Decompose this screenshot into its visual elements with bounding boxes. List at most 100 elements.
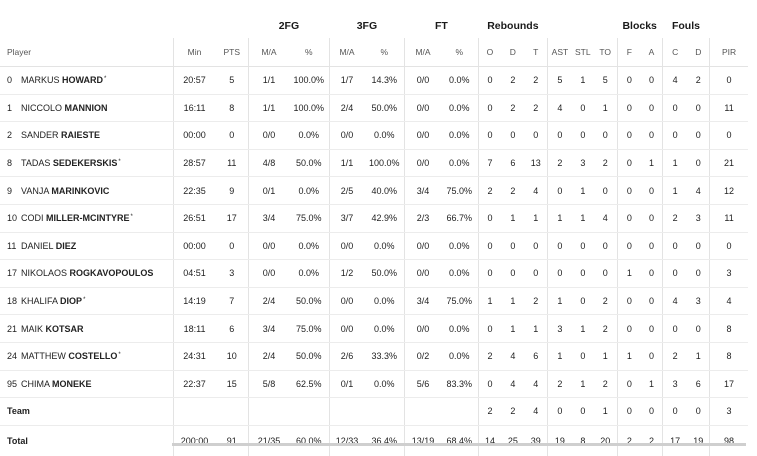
player-last-name[interactable]: DIEZ bbox=[55, 240, 77, 251]
stat-blk-a: 0 bbox=[641, 259, 663, 288]
player-first-name: TADAS bbox=[21, 158, 51, 169]
player-row[interactable]: 18 KHALIFA DIOP* 14:19 7 2/4 50.0% 0/0 0.0% 3/4 7… bbox=[0, 287, 748, 316]
col-reb-t[interactable]: T bbox=[524, 38, 548, 67]
stat-foul-c: 0 bbox=[661, 314, 688, 343]
group-rebounds: Rebounds bbox=[487, 20, 539, 32]
player-cell[interactable]: 2 SANDER RAIESTE bbox=[0, 121, 174, 150]
stat-foul-d: 6 bbox=[687, 370, 710, 399]
stat-2fg-pct: 75.0% bbox=[288, 204, 330, 233]
player-row[interactable]: 21 MAIK KOTSAR 18:11 6 3/4 75.0% 0/0 0.0% 0/0 0.0… bbox=[0, 314, 748, 343]
stat-2fg-ma: 0/0 bbox=[248, 121, 289, 150]
player-last-name[interactable]: MANNION bbox=[64, 102, 108, 113]
stat-2fg-pct: 50.0% bbox=[288, 342, 330, 371]
player-last-name[interactable]: MILLER-MCINTYRE bbox=[46, 213, 130, 224]
player-cell[interactable]: 17 NIKOLAOS ROGKAVOPOULOS bbox=[0, 259, 174, 288]
stat-blk-f: 0 bbox=[616, 232, 642, 261]
col-2fg-pct[interactable]: % bbox=[288, 38, 330, 67]
stat-foul-c: 4 bbox=[661, 66, 688, 95]
col-stl[interactable]: STL bbox=[571, 38, 594, 67]
player-cell[interactable]: 11 DANIEL DIEZ bbox=[0, 232, 174, 261]
player-cell[interactable]: 8 TADAS SEDEKERSKIS* bbox=[0, 149, 174, 178]
player-cell[interactable]: 10 CODI MILLER-MCINTYRE* bbox=[0, 204, 174, 233]
stat-ft-pct bbox=[440, 397, 479, 426]
player-cell[interactable]: 18 KHALIFA DIOP* bbox=[0, 287, 174, 316]
player-first-name: SANDER bbox=[21, 130, 59, 141]
col-reb-d[interactable]: D bbox=[501, 38, 525, 67]
stat-pts bbox=[215, 397, 249, 426]
player-row[interactable]: 0 MARKUS HOWARD* 20:57 5 1/1 100.0% 1/7 14.3% 0/… bbox=[0, 66, 748, 95]
col-3fg-ma[interactable]: M/A bbox=[328, 38, 365, 67]
group-fouls: Fouls bbox=[671, 20, 700, 32]
player-row[interactable]: 95 CHIMA MONEKE 22:37 15 5/8 62.5% 0/1 0.0% 5/6 8… bbox=[0, 370, 748, 399]
player-last-name[interactable]: MONEKE bbox=[52, 378, 92, 389]
stat-2fg-pct: 60.0% bbox=[288, 425, 330, 456]
stat-to: 2 bbox=[593, 287, 618, 316]
stat-reb-o: 7 bbox=[477, 149, 502, 178]
player-row[interactable]: 1 NICCOLO MANNION 16:11 8 1/1 100.0% 2/4 50.0% 0… bbox=[0, 94, 748, 123]
player-last-name[interactable]: SEDEKERSKIS bbox=[52, 158, 118, 169]
col-blk-a[interactable]: A bbox=[641, 38, 663, 67]
player-row[interactable]: 24 MATTHEW COSTELLO* 24:31 10 2/4 50.0% 2/6 33.… bbox=[0, 342, 748, 371]
stat-3fg-ma: 12/33 bbox=[328, 425, 365, 456]
stat-ft-pct: 0.0% bbox=[440, 259, 479, 288]
col-player[interactable]: Player bbox=[0, 38, 174, 67]
player-last-name[interactable]: DIOP bbox=[60, 296, 83, 307]
col-min[interactable]: Min bbox=[172, 38, 216, 67]
stat-reb-d: 4 bbox=[501, 342, 525, 371]
stat-pts: 9 bbox=[215, 176, 249, 205]
player-last-name[interactable]: COSTELLO bbox=[68, 351, 118, 362]
stat-blk-f: 0 bbox=[616, 314, 642, 343]
stat-pir: 8 bbox=[709, 314, 748, 343]
stat-3fg-pct: 14.3% bbox=[364, 66, 405, 95]
col-foul-d[interactable]: D bbox=[687, 38, 710, 67]
stat-3fg-ma: 0/0 bbox=[328, 287, 365, 316]
stat-blk-a: 0 bbox=[641, 342, 663, 371]
stat-3fg-pct: 33.3% bbox=[364, 342, 405, 371]
stat-blk-a: 1 bbox=[641, 370, 663, 399]
group-3fg: 3FG bbox=[356, 20, 378, 32]
player-last-name[interactable]: KOTSAR bbox=[45, 323, 84, 334]
player-row[interactable]: 10 CODI MILLER-MCINTYRE* 26:51 17 3/4 75.0% 3/… bbox=[0, 204, 748, 233]
stat-pir: 8 bbox=[709, 342, 748, 371]
stat-3fg-ma: 0/0 bbox=[328, 121, 365, 150]
player-last-name[interactable]: MARINKOVIC bbox=[51, 185, 110, 196]
col-ft-ma[interactable]: M/A bbox=[404, 38, 441, 67]
player-row[interactable]: 2 SANDER RAIESTE 00:00 0 0/0 0.0% 0/0 0.0% 0/0 0.… bbox=[0, 121, 748, 150]
col-to[interactable]: TO bbox=[593, 38, 618, 67]
player-cell[interactable]: 1 NICCOLO MANNION bbox=[0, 94, 174, 123]
stat-3fg-ma: 3/7 bbox=[328, 204, 365, 233]
stat-min: 16:11 bbox=[172, 94, 216, 123]
col-blk-f[interactable]: F bbox=[616, 38, 642, 67]
player-row[interactable]: 8 TADAS SEDEKERSKIS* 28:57 11 4/8 50.0% 1/1 100… bbox=[0, 149, 748, 178]
player-cell[interactable]: 0 MARKUS HOWARD* bbox=[0, 66, 174, 95]
stat-foul-d: 4 bbox=[687, 176, 710, 205]
col-pts[interactable]: PTS bbox=[215, 38, 249, 67]
player-row[interactable]: 17 NIKOLAOS ROGKAVOPOULOS 04:51 3 0/0 0.0% 1/2… bbox=[0, 259, 748, 288]
col-2fg-ma[interactable]: M/A bbox=[248, 38, 289, 67]
col-foul-c[interactable]: C bbox=[661, 38, 688, 67]
stat-to: 0 bbox=[593, 121, 618, 150]
player-first-name: CODI bbox=[21, 213, 44, 224]
stat-reb-d: 1 bbox=[501, 314, 525, 343]
stat-ft-ma: 13/19 bbox=[404, 425, 441, 456]
col-reb-o[interactable]: O bbox=[477, 38, 502, 67]
col-pir[interactable]: PIR bbox=[709, 38, 748, 67]
player-last-name[interactable]: RAIESTE bbox=[61, 130, 101, 141]
col-ast[interactable]: AST bbox=[547, 38, 572, 67]
stat-reb-d: 6 bbox=[501, 149, 525, 178]
col-ft-pct[interactable]: % bbox=[440, 38, 479, 67]
stat-reb-t: 4 bbox=[524, 176, 548, 205]
player-row[interactable]: 9 VANJA MARINKOVIC 22:35 9 0/1 0.0% 2/5 40.0% 3/… bbox=[0, 176, 748, 205]
col-3fg-pct[interactable]: % bbox=[364, 38, 405, 67]
player-last-name[interactable]: HOWARD bbox=[62, 75, 104, 86]
player-last-name[interactable]: ROGKAVOPOULOS bbox=[69, 268, 154, 279]
stat-to: 20 bbox=[593, 425, 618, 456]
player-cell[interactable]: 24 MATTHEW COSTELLO* bbox=[0, 342, 174, 371]
player-cell[interactable]: 9 VANJA MARINKOVIC bbox=[0, 176, 174, 205]
player-cell[interactable]: 95 CHIMA MONEKE bbox=[0, 370, 174, 399]
player-cell[interactable]: 21 MAIK KOTSAR bbox=[0, 314, 174, 343]
stat-ft-ma: 0/0 bbox=[404, 232, 441, 261]
player-row[interactable]: 11 DANIEL DIEZ 00:00 0 0/0 0.0% 0/0 0.0% 0/0 0.0%… bbox=[0, 232, 748, 261]
stat-ft-pct: 83.3% bbox=[440, 370, 479, 399]
